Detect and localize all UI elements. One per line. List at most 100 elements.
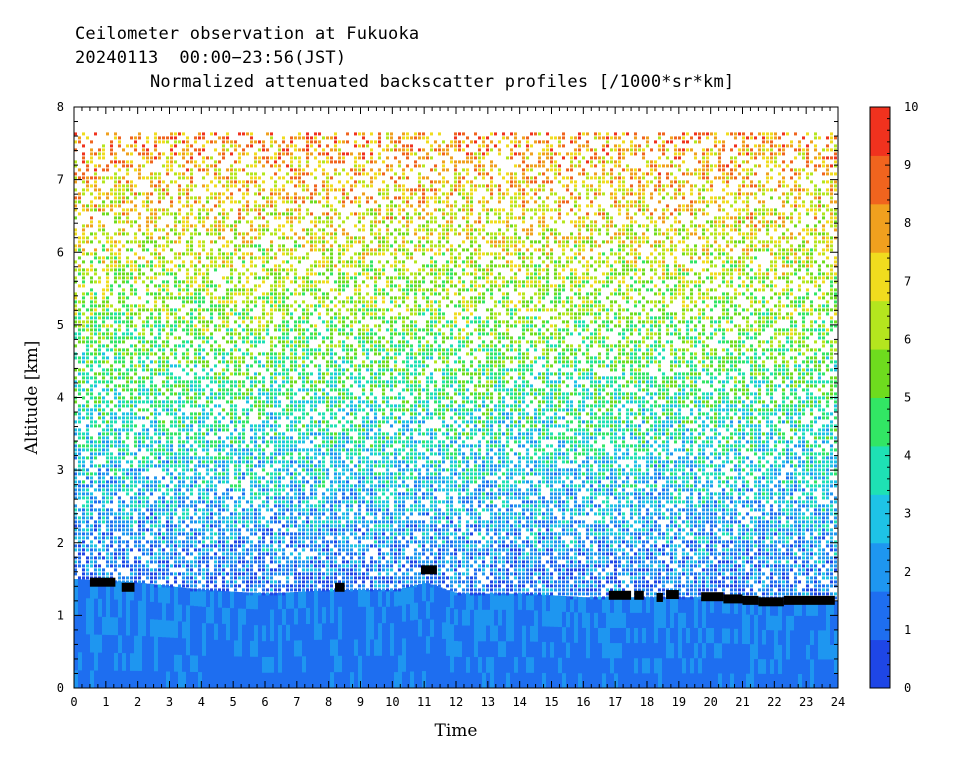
backscatter-pixel [226,216,229,220]
backscatter-pixel [194,520,197,524]
backscatter-pixel [226,480,229,484]
backscatter-pixel [238,480,241,484]
boundary-layer-cell [806,658,811,674]
boundary-layer-cell [706,642,711,659]
backscatter-pixel [154,252,157,256]
backscatter-pixel [226,472,229,476]
backscatter-pixel [158,412,161,416]
backscatter-pixel [186,496,189,500]
backscatter-pixel [170,212,173,216]
backscatter-pixel [178,380,181,384]
backscatter-pixel [254,180,257,184]
backscatter-pixel [246,464,249,468]
boundary-layer-cell [150,601,155,620]
backscatter-pixel [90,332,93,336]
boundary-layer-cell [678,672,683,689]
backscatter-pixel [150,388,153,392]
backscatter-pixel [126,232,129,236]
backscatter-pixel [154,292,157,296]
boundary-layer-cell [602,612,607,628]
backscatter-pixel [102,212,105,216]
backscatter-pixel [194,272,197,276]
boundary-layer-cell [646,642,651,659]
backscatter-pixel [110,488,113,492]
backscatter-pixel [102,572,105,576]
boundary-layer-cell [594,642,599,659]
backscatter-pixel [166,572,169,576]
backscatter-pixel [210,392,213,396]
backscatter-pixel [186,388,189,392]
boundary-layer-cell [254,608,259,626]
backscatter-pixel [110,336,113,340]
backscatter-pixel [174,232,177,236]
backscatter-pixel [218,284,221,288]
boundary-layer-cell [354,655,359,673]
backscatter-pixel [258,328,261,332]
backscatter-pixel [258,140,261,144]
backscatter-pixel [74,140,77,144]
backscatter-pixel [90,220,93,224]
backscatter-pixel [238,168,241,172]
backscatter-pixel [230,336,233,340]
backscatter-pixel [258,388,261,392]
backscatter-pixel [250,176,253,180]
backscatter-pixel [102,388,105,392]
boundary-layer-cell [578,627,583,643]
backscatter-pixel [110,460,113,464]
backscatter-pixel [154,176,157,180]
backscatter-pixel [218,296,221,300]
backscatter-pixel [230,172,233,176]
backscatter-pixel [226,476,229,480]
backscatter-pixel [138,392,141,396]
boundary-layer-cell [286,640,291,657]
backscatter-pixel [102,444,105,448]
backscatter-pixel [262,248,265,252]
boundary-layer-cell [258,593,263,610]
backscatter-pixel [218,508,221,512]
boundary-layer-cell [146,583,151,602]
backscatter-pixel [126,320,129,324]
backscatter-pixel [230,256,233,260]
backscatter-pixel [250,484,253,488]
boundary-layer-cell [294,607,299,625]
backscatter-pixel [262,424,265,428]
backscatter-pixel [166,464,169,468]
backscatter-pixel [130,424,133,428]
backscatter-pixel [82,416,85,420]
backscatter-pixel [130,528,133,532]
backscatter-pixel [234,440,237,444]
boundary-layer-cell [514,609,519,626]
boundary-layer-cell [722,672,727,689]
backscatter-pixel [218,308,221,312]
boundary-layer-cell [98,598,103,617]
backscatter-pixel [126,164,129,168]
backscatter-pixel [158,244,161,248]
backscatter-pixel [270,488,273,492]
backscatter-pixel [178,264,181,268]
backscatter-pixel [158,360,161,364]
backscatter-pixel [162,188,165,192]
backscatter-pixel [158,540,161,544]
backscatter-pixel [266,424,269,428]
backscatter-pixel [270,304,273,308]
backscatter-pixel [98,336,101,340]
backscatter-pixel [106,368,109,372]
backscatter-pixel [266,364,269,368]
backscatter-pixel [114,488,117,492]
boundary-layer-cell [154,601,159,620]
backscatter-pixel [98,408,101,412]
backscatter-pixel [238,556,241,560]
boundary-layer-cell [118,599,123,618]
backscatter-pixel [258,192,261,196]
backscatter-pixel [162,444,165,448]
boundary-layer-cell [250,640,255,657]
backscatter-pixel [270,132,273,136]
boundary-layer-cell [102,616,107,635]
boundary-layer-cell [694,672,699,689]
boundary-layer-cell [718,627,723,644]
backscatter-pixel [154,156,157,160]
backscatter-pixel [262,276,265,280]
backscatter-pixel [130,136,133,140]
backscatter-pixel [178,196,181,200]
backscatter-pixel [126,380,129,384]
